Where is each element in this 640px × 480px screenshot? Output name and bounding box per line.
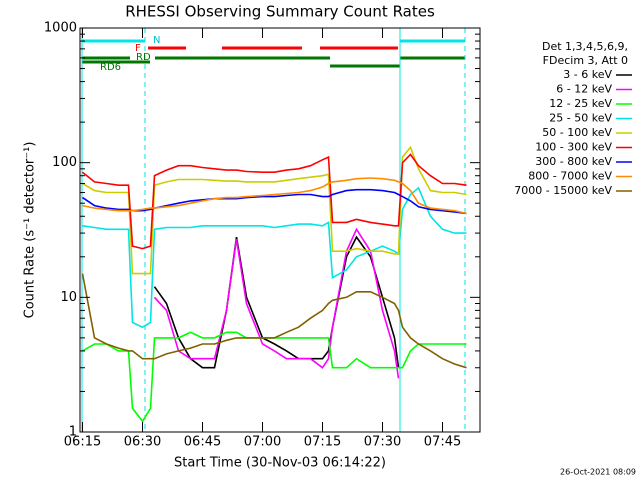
series-line bbox=[153, 227, 400, 379]
footer: 26-Oct-2021 08:09 bbox=[560, 468, 636, 477]
x-tick-label: 06:45 bbox=[184, 435, 221, 450]
series-line bbox=[82, 186, 467, 329]
legend-label: 300 - 800 keV bbox=[535, 155, 612, 168]
y-tick-label: 100 bbox=[52, 155, 77, 170]
annotation: RD6 bbox=[100, 62, 121, 73]
y-axis-label: Count Rate (s⁻¹ detector⁻¹) bbox=[23, 142, 38, 319]
x-axis-label: Start Time (30-Nov-03 06:14:22) bbox=[174, 456, 386, 471]
legend-title: Det 1,3,4,5,6,9, bbox=[542, 40, 628, 53]
legend-label: 800 - 7000 keV bbox=[528, 170, 612, 183]
series-line bbox=[81, 273, 467, 369]
y-tick-label: 1 bbox=[69, 425, 77, 440]
x-tick-label: 07:45 bbox=[424, 435, 461, 450]
legend-label: 50 - 100 keV bbox=[542, 126, 612, 139]
annotation: RD bbox=[136, 52, 151, 63]
series-line bbox=[81, 153, 467, 250]
y-tick-label: 1000 bbox=[44, 21, 77, 36]
plot-frame bbox=[79, 27, 481, 433]
y-tick-label: 10 bbox=[60, 290, 77, 305]
x-tick-label: 07:30 bbox=[364, 435, 401, 450]
series-line bbox=[82, 331, 467, 423]
legend-label: 12 - 25 keV bbox=[549, 97, 612, 110]
chart-title: RHESSI Observing Summary Count Rates bbox=[125, 3, 435, 21]
series-line bbox=[82, 177, 467, 215]
legend-label: 7000 - 15000 keV bbox=[514, 184, 612, 197]
legend-label: 25 - 50 keV bbox=[549, 112, 612, 125]
legend-label: 100 - 300 keV bbox=[535, 141, 612, 154]
annotation: N bbox=[153, 35, 160, 46]
series-line bbox=[153, 235, 400, 369]
annotation: F bbox=[135, 43, 141, 54]
x-tick-label: 06:15 bbox=[64, 435, 101, 450]
x-tick-label: 07:15 bbox=[304, 435, 341, 450]
series-line bbox=[82, 188, 467, 215]
legend-title: FDecim 3, Att 0 bbox=[543, 54, 628, 67]
state-bars bbox=[81, 28, 466, 432]
x-tick-label: 07:00 bbox=[244, 435, 281, 450]
legend-label: 3 - 6 keV bbox=[563, 68, 612, 81]
legend-label: 6 - 12 keV bbox=[556, 83, 612, 96]
x-tick-label: 06:30 bbox=[124, 435, 161, 450]
